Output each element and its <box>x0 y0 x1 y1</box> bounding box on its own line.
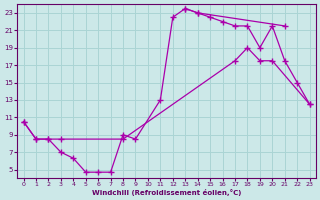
X-axis label: Windchill (Refroidissement éolien,°C): Windchill (Refroidissement éolien,°C) <box>92 189 241 196</box>
